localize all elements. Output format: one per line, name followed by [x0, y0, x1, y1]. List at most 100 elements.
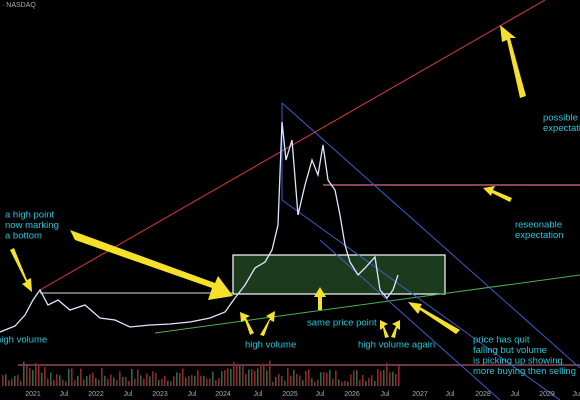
volume-bar — [149, 376, 151, 386]
volume-bar — [116, 379, 118, 386]
volume-bar — [98, 379, 100, 386]
volume-bar — [374, 381, 376, 386]
volume-bar — [245, 373, 247, 386]
x-axis-label: Jul — [573, 391, 580, 398]
volume-bar — [188, 375, 190, 386]
volume-bar — [173, 376, 175, 386]
volume-bar — [32, 370, 34, 386]
volume-bar — [185, 377, 187, 386]
volume-bar — [104, 375, 106, 386]
volume-bar — [17, 374, 19, 386]
volume-bar — [191, 375, 193, 386]
volume-bar — [92, 372, 94, 386]
volume-bar — [206, 378, 208, 386]
x-axis: 2021 Jul 2022 Jul 2023 Jul 2024 Jul 2025 Jul 2026 J… — [25, 391, 580, 398]
volume-bar — [137, 369, 139, 386]
volume-bar — [53, 379, 55, 386]
x-axis-label: 2027 — [412, 391, 428, 398]
volume-bar — [335, 370, 337, 386]
volume-bar — [161, 378, 163, 386]
volume-bar — [77, 375, 79, 386]
x-axis-label: 2024 — [215, 391, 231, 398]
volume-bar — [398, 365, 400, 386]
volume-bar — [257, 368, 259, 386]
volume-bar — [38, 364, 40, 386]
annotation-text: falling but volume — [473, 345, 547, 356]
volume-bar — [101, 368, 103, 386]
volume-bar — [275, 376, 277, 386]
volume-bar — [83, 379, 85, 386]
x-axis-label: Jul — [381, 391, 390, 398]
volume-bar — [329, 369, 331, 386]
volume-bar — [254, 370, 256, 386]
annotation-text: expectation — [543, 123, 580, 134]
volume-bar — [23, 361, 25, 386]
volume-bar — [395, 373, 397, 386]
green-trendline — [154, 274, 580, 334]
volume-bar — [236, 363, 238, 386]
volume-bar — [44, 367, 46, 386]
volume-bar — [341, 381, 343, 386]
volume-bar — [74, 380, 76, 386]
volume-bar — [143, 378, 145, 386]
annotation-text: same price point — [307, 318, 377, 329]
volume-bar — [20, 380, 22, 386]
volume-bar — [323, 372, 325, 386]
volume-bar — [272, 381, 274, 386]
volume-bar — [14, 375, 16, 386]
volume-bars — [2, 360, 400, 386]
x-axis-label: 2022 — [88, 391, 104, 398]
annotation-text: high volume again — [358, 340, 435, 351]
volume-bar — [146, 373, 148, 386]
volume-bar — [371, 375, 373, 386]
annotation-text: more buying then selling — [473, 366, 576, 377]
arrows — [10, 25, 526, 338]
volume-bar — [86, 376, 88, 386]
x-axis-label: 2029 — [539, 391, 555, 398]
annotation-text: a bottom — [5, 231, 42, 242]
volume-bar — [251, 368, 253, 386]
volume-bar — [368, 378, 370, 386]
volume-bar — [359, 379, 361, 386]
volume-bar — [50, 372, 52, 386]
volume-bar — [332, 378, 334, 386]
volume-bar — [80, 368, 82, 386]
volume-bar — [263, 363, 265, 386]
x-axis-label: 2023 — [152, 391, 168, 398]
volume-bar — [377, 369, 379, 386]
volume-bar — [11, 378, 13, 386]
volume-bar — [89, 374, 91, 386]
x-axis-label: Jul — [124, 391, 133, 398]
annotation-text: is picking up showing — [473, 356, 563, 367]
volume-bar — [287, 368, 289, 386]
volume-bar — [383, 369, 385, 386]
x-axis-label: Jul — [254, 391, 263, 398]
volume-bar — [299, 375, 301, 386]
volume-bar — [41, 372, 43, 386]
volume-bar — [134, 378, 136, 386]
volume-bar — [203, 375, 205, 386]
volume-bar — [194, 375, 196, 386]
annotation-text: high volume — [0, 335, 47, 346]
volume-bar — [284, 380, 286, 386]
volume-bar — [107, 378, 109, 386]
volume-bar — [242, 366, 244, 386]
volume-bar — [239, 365, 241, 386]
volume-bar — [311, 378, 313, 386]
volume-bar — [35, 363, 37, 386]
volume-bar — [353, 370, 355, 386]
volume-bar — [215, 380, 217, 386]
volume-bar — [212, 371, 214, 386]
volume-bar — [113, 377, 115, 386]
volume-bar — [305, 370, 307, 386]
x-axis-label: Jul — [446, 391, 455, 398]
volume-bar — [167, 380, 169, 386]
volume-bar — [71, 368, 73, 386]
channel — [281, 102, 580, 400]
volume-bar — [362, 375, 364, 386]
volume-bar — [152, 371, 154, 386]
volume-bar — [344, 380, 346, 386]
volume-bar — [155, 372, 157, 386]
